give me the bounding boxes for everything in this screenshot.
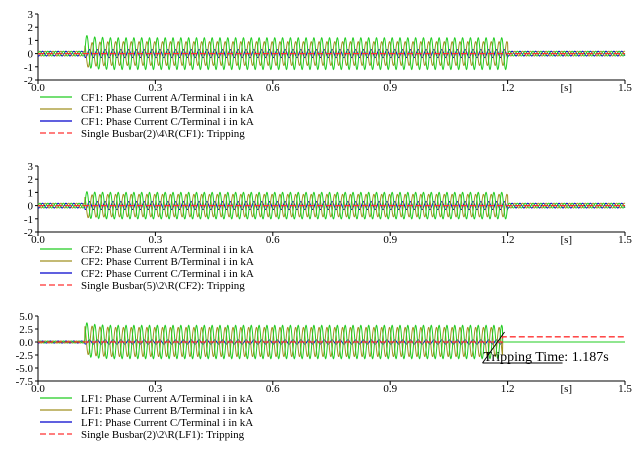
legend-label: LF1: Phase Current B/Terminal i in kA (81, 405, 253, 417)
legend-label: CF1: Phase Current B/Terminal i in kA (81, 104, 254, 116)
x-tick-label: 0.0 (31, 383, 45, 395)
x-tick-label: 0.0 (31, 82, 45, 94)
y-tick-label: -7.5 (16, 376, 34, 388)
y-tick-label: 0 (28, 49, 34, 61)
y-tick-label: 1 (28, 187, 34, 199)
legend-label: LF1: Phase Current C/Terminal i in kA (81, 417, 253, 429)
x-unit-label: [s] (560, 383, 572, 395)
legend-label: Single Busbar(2)\4\R(CF1): Tripping (81, 128, 245, 140)
y-tick-label: -2 (24, 227, 33, 239)
annotation-text: Tripping Time: 1.187s (484, 350, 609, 365)
chart-panel-2: -2-10 123 0.0 0.3 0.6 0.9 1.2 1.5 [s] CF2: Phase … (24, 161, 633, 292)
y-tick-label: -2.5 (16, 350, 34, 362)
x-tick-label: 1.2 (501, 82, 515, 94)
annotation-leader-line (482, 331, 505, 364)
series-line-phase-b (37, 193, 626, 219)
y-tick-label: 0 (28, 201, 34, 213)
chart-panel-1: -2-10 123 0.0 0.3 0.6 0.9 1.2 1.5 [s] CF1: Phase … (24, 9, 633, 140)
x-tick-label: 0.9 (383, 82, 397, 94)
x-tick-label: 1.5 (618, 234, 632, 246)
x-tick-label: 0.3 (149, 82, 163, 94)
y-tick-label: 3 (28, 9, 34, 21)
legend-label: CF2: Phase Current B/Terminal i in kA (81, 256, 254, 268)
legend-label: CF2: Phase Current C/Terminal i in kA (81, 268, 254, 280)
x-tick-label: 0.6 (266, 82, 280, 94)
y-tick-label: 2 (28, 22, 34, 34)
x-unit-label: [s] (560, 234, 572, 246)
y-tick-label: 2 (28, 174, 34, 186)
y-tick-label: 1 (28, 35, 34, 47)
legend-label: CF2: Phase Current A/Terminal i in kA (81, 244, 254, 256)
legend-label: CF1: Phase Current A/Terminal i in kA (81, 92, 254, 104)
y-tick-label: 5.0 (19, 311, 33, 323)
legend-label: Single Busbar(5)\2\R(CF2): Tripping (81, 280, 245, 292)
y-tick-label: -5.0 (16, 363, 34, 375)
y-tick-label: -1 (24, 62, 33, 74)
x-tick-label: 1.2 (501, 234, 515, 246)
legend-label: Single Busbar(2)\2\R(LF1): Tripping (81, 429, 245, 441)
x-tick-label: 0.0 (31, 234, 45, 246)
y-tick-label: 3 (28, 161, 34, 173)
x-tick-label: 0.6 (266, 234, 280, 246)
x-unit-label: [s] (560, 82, 572, 94)
x-tick-label: 1.5 (618, 383, 632, 395)
legend-label: CF1: Phase Current C/Terminal i in kA (81, 116, 254, 128)
x-tick-label: 0.6 (266, 383, 280, 395)
x-tick-label: 0.9 (383, 383, 397, 395)
y-tick-label: 2.5 (19, 324, 33, 336)
x-tick-label: 0.3 (149, 383, 163, 395)
x-tick-label: 0.3 (149, 234, 163, 246)
legend-label: LF1: Phase Current A/Terminal i in kA (81, 393, 253, 405)
x-tick-label: 1.2 (501, 383, 515, 395)
y-tick-label: -2 (24, 75, 33, 87)
x-tick-label: 0.9 (383, 234, 397, 246)
x-tick-label: 1.5 (618, 82, 632, 94)
series-line-phase-b (37, 41, 626, 68)
y-tick-label: -1 (24, 214, 33, 226)
chart-panel-3: -7.5-5.0-2.50.02.55.00.0 0.3 0.6 0.9 1.2 1.5[… (16, 311, 633, 441)
y-tick-label: 0.0 (19, 337, 33, 349)
